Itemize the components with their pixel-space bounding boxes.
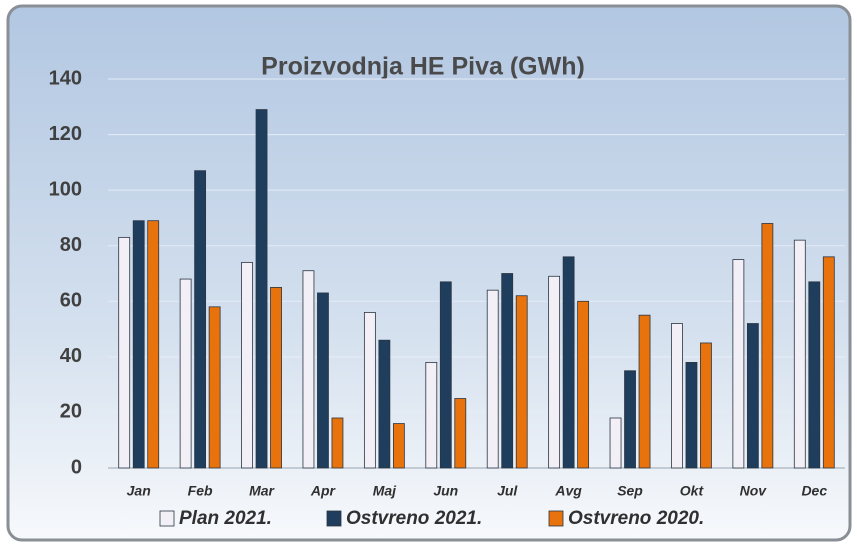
bar <box>515 295 528 469</box>
bar <box>808 281 821 469</box>
bar <box>454 398 467 469</box>
x-tick-label: Jan <box>127 483 151 499</box>
bar <box>147 220 160 469</box>
x-tick-label: Mar <box>249 483 275 499</box>
x-tick-label: Apr <box>310 483 337 499</box>
y-tick-label: 0 <box>71 456 82 478</box>
x-tick-label: Avg <box>554 483 582 499</box>
bar <box>270 286 282 469</box>
x-tick-label: Feb <box>188 483 213 499</box>
bar <box>486 289 499 469</box>
y-tick-label: 40 <box>60 345 82 367</box>
bar <box>793 239 806 469</box>
bar <box>392 423 405 469</box>
bar <box>624 370 636 469</box>
legend-marker <box>326 510 342 527</box>
bar <box>331 417 344 469</box>
x-tick-label: Okt <box>680 483 705 499</box>
bar <box>378 339 391 469</box>
bar <box>241 261 253 469</box>
bar <box>577 300 590 469</box>
y-tick-label: 120 <box>49 123 82 145</box>
bar <box>671 323 683 469</box>
bar <box>638 314 651 469</box>
legend-label: Ostvreno 2020. <box>568 508 704 529</box>
legend-label: Ostvreno 2021. <box>346 508 482 529</box>
legend-marker <box>548 510 564 527</box>
bar <box>302 270 315 469</box>
y-tick-label: 20 <box>60 401 82 423</box>
bar <box>548 275 561 469</box>
y-tick-label: 100 <box>49 178 82 200</box>
legend-marker <box>159 510 175 527</box>
bar <box>118 236 131 469</box>
bar <box>700 342 712 469</box>
y-tick-label: 140 <box>49 67 82 89</box>
legend-label: Plan 2021. <box>179 508 272 529</box>
x-tick-label: Nov <box>740 483 768 499</box>
bar <box>179 278 192 469</box>
y-tick-label: 80 <box>60 234 82 256</box>
bar <box>501 273 514 469</box>
bar <box>255 109 268 469</box>
bar <box>425 362 438 469</box>
y-tick-label: 60 <box>60 290 82 312</box>
bar <box>132 220 145 469</box>
bar <box>194 170 207 469</box>
bar <box>746 323 759 469</box>
bar <box>732 259 745 469</box>
x-tick-label: Sep <box>617 483 643 499</box>
bar <box>439 281 452 469</box>
x-tick-label: Jul <box>497 483 518 499</box>
bar <box>208 306 221 469</box>
bar <box>822 256 835 469</box>
bar <box>562 256 575 469</box>
x-tick-label: Dec <box>801 483 827 499</box>
bar <box>317 292 329 469</box>
bar <box>761 223 774 469</box>
x-tick-label: Maj <box>373 483 397 499</box>
chart-title: Proizvodnja HE Piva (GWh) <box>261 53 585 81</box>
bar <box>609 417 622 469</box>
bar <box>363 311 376 469</box>
bar <box>685 362 698 469</box>
x-tick-label: Jun <box>433 483 458 499</box>
